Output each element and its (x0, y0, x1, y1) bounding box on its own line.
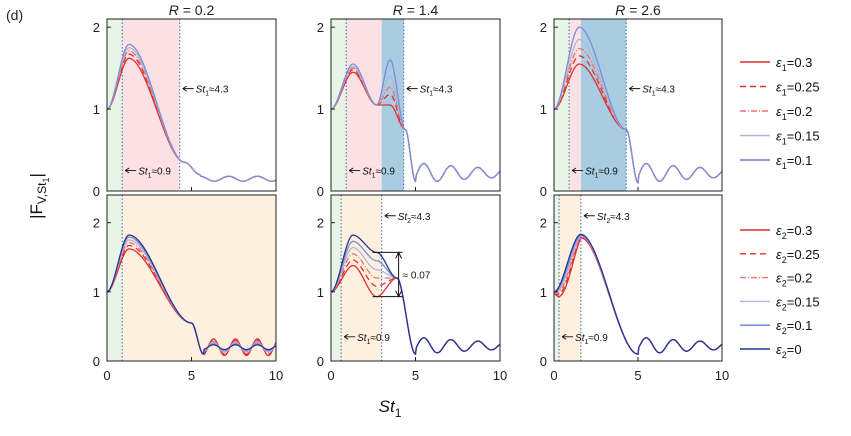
legend-epsilon-1: ε1=0.3 ε1=0.25 ε1=0.2 ε1=0.15 ε1=0.1 (740, 55, 820, 171)
x-tick-label: 10 (493, 368, 507, 383)
y-tick-label: 0 (540, 354, 547, 369)
panel-label: (d) (6, 7, 23, 23)
annotation-arrow (348, 167, 361, 174)
annotation-arrow (571, 167, 584, 174)
shaded-band-green (331, 195, 342, 361)
annotation-label: St1≈0.9 (362, 167, 395, 180)
y-axis-label: |FV,St1| (27, 173, 51, 219)
x-tick-label: 10 (269, 368, 283, 383)
series-line (106, 43, 277, 182)
panel-bottom-R26: St2≈4.3 St1≈0.9 0 1 2 0 5 10 (540, 194, 729, 383)
shaded-band-cream (122, 195, 277, 361)
shaded-band-pink (569, 19, 581, 191)
legend-label: ε1=0.2 (776, 104, 812, 122)
panel-top-R02: St1≈4.3 St1≈0.9 0 1 2 R = 0.2 (93, 2, 277, 199)
annotation-label: St1≈0.9 (575, 333, 608, 346)
y-tick-label: 2 (540, 20, 547, 35)
y-tick-label: 0 (93, 184, 100, 199)
y-tick-label: 2 (93, 216, 100, 231)
shaded-band-blue (381, 19, 404, 191)
annotation-label: St2≈4.3 (398, 212, 431, 225)
shaded-band-green (554, 19, 570, 191)
annotation-label: St2≈4.3 (597, 212, 630, 225)
y-tick-label: 1 (93, 285, 100, 300)
annotation-label: St1≈4.3 (642, 85, 675, 98)
bracket-arrows (395, 251, 403, 298)
y-tick-label: 1 (317, 285, 324, 300)
annotation-arrow (629, 85, 641, 92)
y-tick-label: 2 (317, 216, 324, 231)
annotation-label: St1≈4.3 (420, 85, 453, 98)
shaded-band-pink (122, 19, 180, 191)
legend-label: ε1=0.1 (776, 153, 812, 171)
legend-label: ε2=0 (776, 342, 802, 360)
y-tick-label: 1 (93, 102, 100, 117)
annotation-arrow (343, 333, 356, 340)
y-tick-label: 0 (317, 184, 324, 199)
legend-label: ε2=0.3 (776, 223, 812, 241)
shaded-band-green (107, 19, 123, 191)
x-tick-label: 10 (715, 368, 729, 383)
panel-top-R14: St1≈4.3 St1≈0.9 0 1 2 R = 1.4 (317, 2, 501, 199)
y-tick-label: 1 (317, 102, 324, 117)
shaded-band-cream (559, 195, 581, 361)
annotation-label: St1≈0.9 (585, 167, 618, 180)
annotation-arrow (583, 212, 595, 219)
series-line (553, 47, 723, 185)
y-tick-label: 2 (93, 20, 100, 35)
annotation-arrow (406, 85, 418, 92)
panels: St1≈4.3 St1≈0.9 0 1 2 R = 0.2 St1≈4.3 St1≈0.9 0 1… (93, 2, 729, 383)
x-axis-label: St1 (379, 397, 402, 420)
legends: ε1=0.3ε1=0.25ε1=0.2ε1=0.15ε1=0.1ε2=0.3ε2… (740, 55, 820, 360)
legend-label: ε1=0.25 (776, 80, 820, 98)
y-tick-label: 0 (540, 184, 547, 199)
legend-label: ε1=0.15 (776, 129, 820, 147)
x-tick-label: 0 (327, 368, 334, 383)
annotation-label: St1≈0.9 (138, 167, 171, 180)
annotation-label: St1≈0.9 (357, 333, 390, 346)
series-line (553, 26, 723, 185)
y-tick-label: 1 (540, 285, 547, 300)
series-line (106, 234, 277, 356)
legend-label: ε2=0.1 (776, 318, 812, 336)
panel-bottom-R14: ≈ 0.07 St2≈4.3 St1≈0.9 0 1 2 0 5 10 (317, 194, 507, 383)
annotation-arrow (182, 85, 194, 92)
panel-title: R = 2.6 (615, 2, 661, 18)
panel-top-R26: St1≈4.3 St1≈0.9 0 1 2 R = 2.6 (540, 2, 723, 199)
shaded-band-blue (580, 19, 627, 191)
series-line (330, 59, 501, 183)
panel-bottom-R02: 0 1 2 0 5 10 (93, 194, 283, 383)
legend-epsilon-2: ε2=0.3 ε2=0.25 ε2=0.2 ε2=0.15 ε2=0.1 ε2=0 (740, 223, 820, 360)
x-tick-label: 5 (188, 368, 195, 383)
legend-label: ε1=0.3 (776, 55, 812, 73)
x-tick-label: 0 (550, 368, 557, 383)
legend-label: ε2=0.25 (776, 247, 820, 265)
series-line (330, 234, 501, 356)
y-tick-label: 0 (93, 354, 100, 369)
legend-label: ε2=0.2 (776, 271, 812, 289)
series-line (553, 233, 723, 355)
panel-title: R = 0.2 (169, 2, 215, 18)
legend-label: ε2=0.15 (776, 294, 820, 312)
annotation-arrow (384, 212, 396, 219)
panel-title: R = 1.4 (393, 2, 439, 18)
x-tick-label: 0 (103, 368, 110, 383)
bracket-label: ≈ 0.07 (403, 271, 431, 282)
x-tick-label: 5 (634, 368, 641, 383)
annotation-arrow (124, 167, 137, 174)
shaded-band-green (331, 19, 347, 191)
annotation-arrow (561, 333, 574, 340)
annotation-label: St1≈4.3 (196, 85, 229, 98)
y-tick-label: 2 (540, 216, 547, 231)
x-tick-label: 5 (412, 368, 419, 383)
y-tick-label: 1 (540, 102, 547, 117)
y-tick-label: 0 (317, 354, 324, 369)
y-tick-label: 2 (317, 20, 324, 35)
shaded-band-green (554, 195, 560, 361)
